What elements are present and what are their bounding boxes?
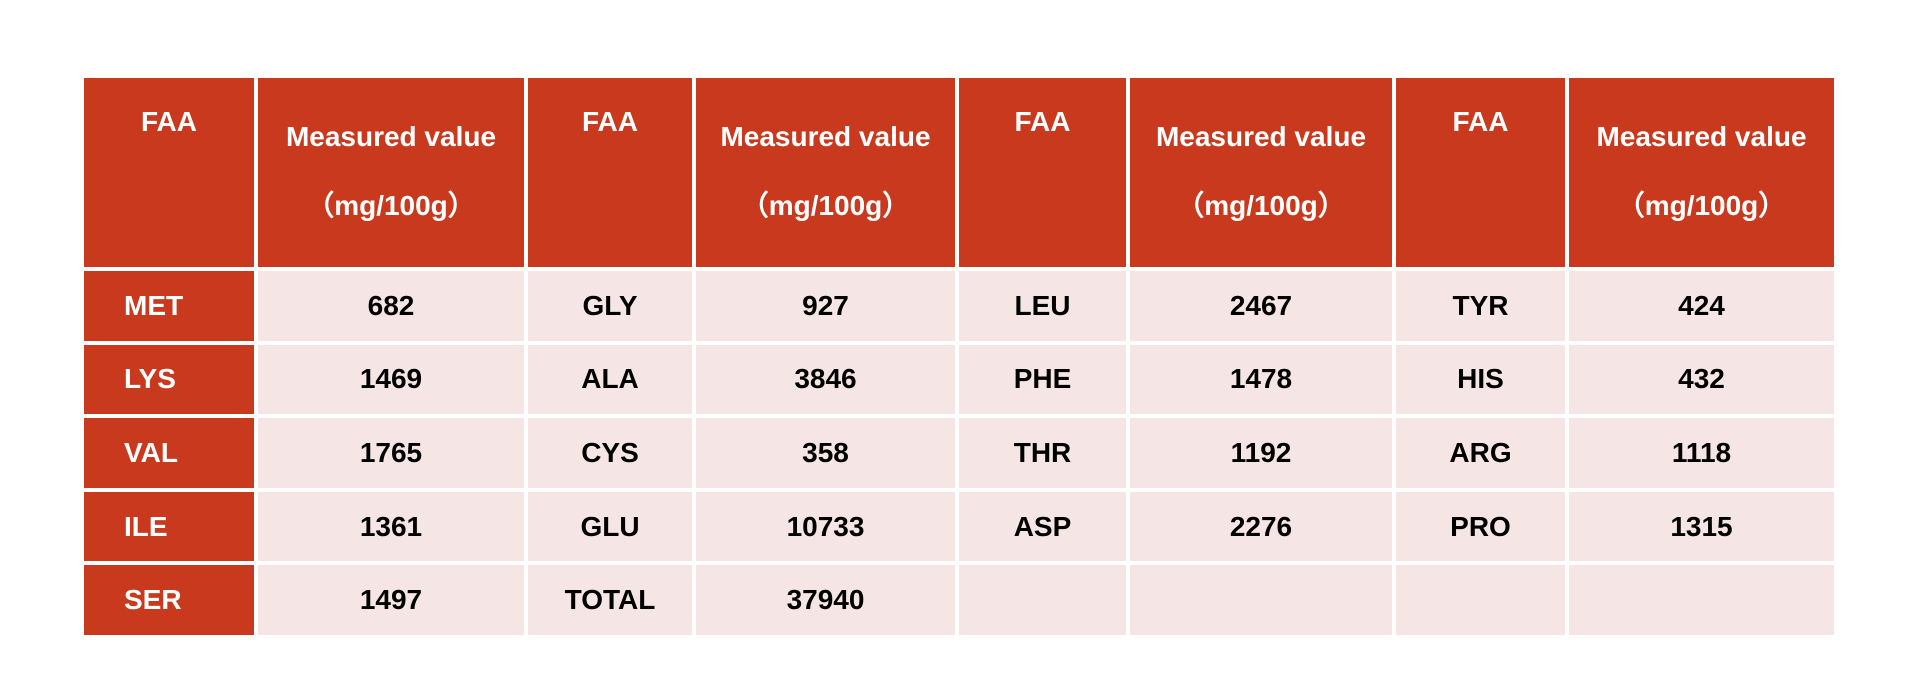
table-cell: 432 xyxy=(1567,342,1836,417)
table-cell: 358 xyxy=(694,416,957,490)
cell-text: Measured value xyxy=(285,121,497,153)
table-cell: TYR xyxy=(1394,269,1567,343)
table-cell: 1192 xyxy=(1128,416,1394,490)
header-cell: FAA xyxy=(526,76,694,269)
cell-text: （mg/100g） xyxy=(306,189,476,221)
cell-text: FAA xyxy=(141,106,197,137)
cell-text: 3846 xyxy=(794,363,857,395)
cell-text: FAA xyxy=(582,106,638,137)
cell-text: 2276 xyxy=(1229,510,1293,542)
cell-text: FAA xyxy=(1014,106,1071,137)
table-cell xyxy=(1394,563,1567,637)
header-cell: Measured value （mg/100g） xyxy=(694,76,957,269)
table-cell: ALA xyxy=(526,342,694,417)
cell-text: THR xyxy=(1013,436,1072,468)
cell-text: 1315 xyxy=(1670,510,1733,542)
table-cell: 424 xyxy=(1567,269,1836,343)
cell-text: 1765 xyxy=(359,436,423,468)
cell-text: 424 xyxy=(1678,289,1725,321)
table-cell: 927 xyxy=(694,269,957,343)
cell-text: 1118 xyxy=(1671,436,1732,468)
table-cell: 1118 xyxy=(1567,416,1836,490)
table-cell xyxy=(1567,563,1836,637)
cell-text: PRO xyxy=(1450,510,1511,542)
cell-text: TYR xyxy=(1452,289,1509,321)
cell-text: VAL xyxy=(124,436,178,468)
table-cell: 3846 xyxy=(694,342,957,417)
table-cell: CYS xyxy=(526,416,694,490)
table-cell: 37940 xyxy=(694,563,957,637)
table-cell: 2467 xyxy=(1128,269,1394,343)
header-cell: FAA xyxy=(82,76,256,269)
cell-text: PHE xyxy=(1013,363,1072,395)
cell-text: Measured value xyxy=(1596,121,1807,153)
header-cell: FAA xyxy=(1394,76,1567,269)
cell-text: 1469 xyxy=(359,363,423,395)
cell-text: 37940 xyxy=(786,584,865,616)
table-cell: 1497 xyxy=(256,563,526,637)
row-header-cell: SER xyxy=(82,563,256,637)
cell-text: TOTAL xyxy=(564,584,656,616)
table-cell: GLU xyxy=(526,489,694,564)
cell-text: CYS xyxy=(581,436,639,468)
table-cell: ARG xyxy=(1394,416,1567,490)
cell-text: （mg/100g） xyxy=(1176,189,1346,221)
cell-text: GLY xyxy=(582,289,638,321)
cell-text: 927 xyxy=(802,289,849,321)
cell-text: ILE xyxy=(124,510,168,542)
cell-text: 2467 xyxy=(1229,289,1293,321)
row-header-cell: MET xyxy=(82,269,256,343)
cell-text: ARG xyxy=(1449,436,1512,468)
cell-text: 1478 xyxy=(1229,363,1293,395)
cell-text: 1497 xyxy=(359,584,423,616)
table-cell: 10733 xyxy=(694,489,957,564)
cell-text: 1361 xyxy=(359,510,423,542)
cell-text: （mg/100g） xyxy=(740,189,911,221)
header-cell: Measured value （mg/100g） xyxy=(1128,76,1394,269)
cell-text: ASP xyxy=(1013,510,1072,542)
cell-text: GLU xyxy=(580,510,640,542)
cell-text: Measured value xyxy=(720,121,931,153)
cell-text: （mg/100g） xyxy=(1616,189,1787,221)
row-header-cell: LYS xyxy=(82,342,256,417)
header-cell: Measured value （mg/100g） xyxy=(256,76,526,269)
table-cell: 2276 xyxy=(1128,489,1394,564)
cell-text: Measured value xyxy=(1155,121,1367,153)
table-cell: PRO xyxy=(1394,489,1567,564)
table-cell: GLY xyxy=(526,269,694,343)
cell-text: LYS xyxy=(124,363,176,395)
table-cell: ASP xyxy=(957,489,1128,564)
table-cell: LEU xyxy=(957,269,1128,343)
table-cell: TOTAL xyxy=(526,563,694,637)
table-cell: 682 xyxy=(256,269,526,343)
cell-text: 682 xyxy=(367,289,415,321)
cell-text: LEU xyxy=(1014,289,1071,321)
cell-text: 10733 xyxy=(786,510,865,542)
cell-text: 1192 xyxy=(1230,436,1292,468)
header-cell: FAA xyxy=(957,76,1128,269)
cell-text: FAA xyxy=(1452,106,1509,137)
table-cell: 1315 xyxy=(1567,489,1836,564)
table-cell: THR xyxy=(957,416,1128,490)
cell-text: ALA xyxy=(581,363,639,395)
cell-text: MET xyxy=(124,289,184,321)
table-cell: 1765 xyxy=(256,416,526,490)
table-cell xyxy=(957,563,1128,637)
table-cell: HIS xyxy=(1394,342,1567,417)
table-cell: 1478 xyxy=(1128,342,1394,417)
table-cell xyxy=(1128,563,1394,637)
row-header-cell: ILE xyxy=(82,489,256,564)
cell-text: SER xyxy=(124,584,182,616)
table-cell: 1469 xyxy=(256,342,526,417)
row-header-cell: VAL xyxy=(82,416,256,490)
cell-text: 432 xyxy=(1678,363,1725,395)
cell-text: 358 xyxy=(802,436,849,468)
header-cell: Measured value （mg/100g） xyxy=(1567,76,1836,269)
cell-text: HIS xyxy=(1457,363,1504,395)
table-cell: 1361 xyxy=(256,489,526,564)
table-cell: PHE xyxy=(957,342,1128,417)
